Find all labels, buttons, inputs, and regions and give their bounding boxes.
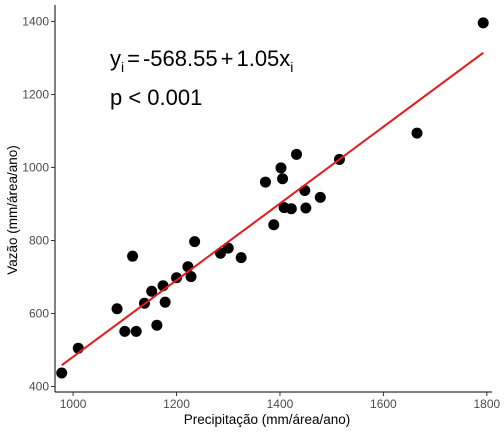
p-value-annotation: p < 0.001 bbox=[110, 85, 202, 110]
data-point bbox=[275, 162, 287, 174]
regression-line-layer bbox=[61, 51, 484, 367]
data-point bbox=[130, 325, 142, 337]
regression-equation: yi = -568.55 +1.05xi bbox=[110, 46, 293, 75]
data-point bbox=[285, 203, 297, 215]
y-tick-label: 1400 bbox=[22, 14, 49, 28]
x-tick-label: 1400 bbox=[267, 397, 294, 411]
axes: 1000 1200 1400 1600 1800 400 600 800 1000 1200 140… bbox=[22, 5, 500, 411]
data-point bbox=[111, 303, 123, 315]
data-point bbox=[222, 242, 234, 254]
equation-slope: 1.05x bbox=[236, 46, 290, 71]
data-point bbox=[189, 236, 201, 248]
data-point bbox=[159, 296, 171, 308]
data-point bbox=[299, 184, 311, 196]
x-axis-title: Precipitação (mm/área/ano) bbox=[184, 412, 351, 427]
data-point bbox=[151, 319, 163, 331]
equation-plus: + bbox=[221, 46, 234, 71]
y-tick-label: 1200 bbox=[22, 87, 49, 101]
data-point bbox=[259, 176, 271, 188]
equation-intercept: -568.55 bbox=[143, 46, 218, 71]
data-point bbox=[291, 148, 303, 160]
x-tick-label: 1600 bbox=[370, 397, 397, 411]
x-tick-label: 1800 bbox=[473, 397, 500, 411]
data-point bbox=[411, 127, 423, 139]
data-point bbox=[56, 367, 68, 379]
equation-y-symbol: y bbox=[110, 46, 121, 71]
data-point bbox=[127, 250, 139, 262]
data-point bbox=[314, 191, 326, 203]
data-point bbox=[268, 219, 280, 231]
y-tick-label: 800 bbox=[29, 233, 49, 247]
equation-x-subscript: i bbox=[290, 59, 293, 75]
data-point bbox=[277, 173, 289, 185]
equation-y-subscript: i bbox=[121, 59, 124, 75]
data-point bbox=[300, 202, 312, 214]
y-tick-label: 600 bbox=[29, 307, 49, 321]
equation-equals: = bbox=[127, 46, 140, 71]
data-point bbox=[171, 272, 183, 284]
y-axis-title: Vazão (mm/área/ano) bbox=[5, 145, 20, 275]
data-point bbox=[235, 252, 247, 264]
data-point bbox=[119, 325, 131, 337]
data-point bbox=[185, 271, 197, 283]
y-tick-label: 1000 bbox=[22, 160, 49, 174]
x-tick-label: 1200 bbox=[163, 397, 190, 411]
data-point bbox=[146, 285, 158, 297]
x-tick-label: 1000 bbox=[60, 397, 87, 411]
data-point bbox=[477, 17, 489, 29]
regression-line bbox=[61, 51, 484, 367]
y-tick-label: 400 bbox=[29, 380, 49, 394]
